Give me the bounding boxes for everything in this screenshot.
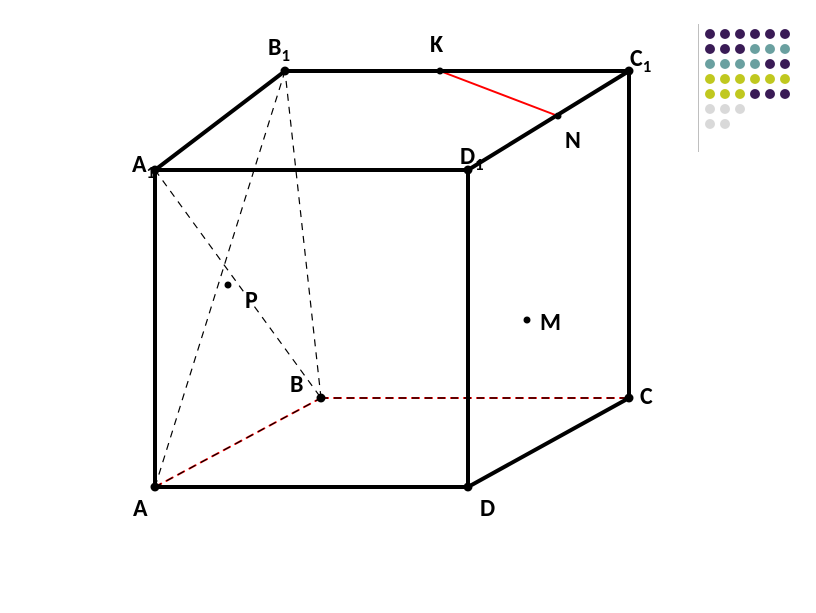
label-M: M [540, 308, 561, 337]
label-K: K [430, 30, 443, 59]
label-P: P [245, 286, 258, 315]
label-A1: A1 [132, 150, 155, 183]
dots-grid [702, 26, 792, 131]
label-B1: B1 [268, 33, 290, 66]
diagram-stage: A D B C A1 D1 B1 C1 K N M P [0, 0, 816, 613]
cube-svg [0, 0, 816, 613]
dots-side-bar [698, 24, 699, 152]
label-C: C [640, 382, 653, 411]
label-N: N [565, 126, 581, 155]
label-D1: D1 [460, 142, 484, 175]
label-D: D [480, 494, 495, 523]
label-C1: C1 [630, 44, 651, 77]
label-A: A [133, 494, 148, 523]
label-B: B [290, 370, 303, 399]
